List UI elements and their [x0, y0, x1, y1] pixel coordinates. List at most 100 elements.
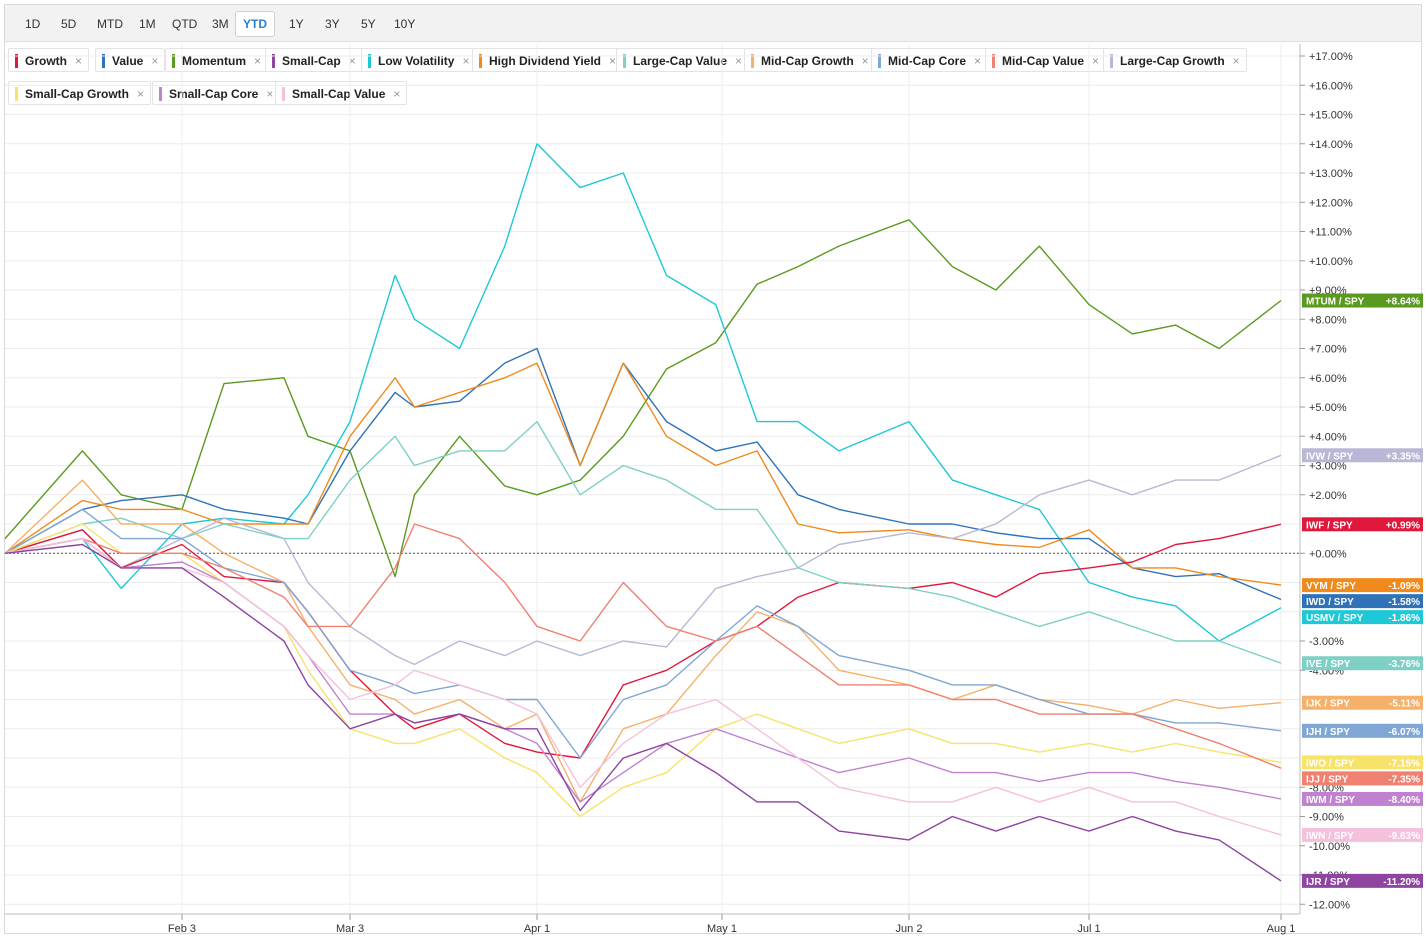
series-line-small-cap — [4, 543, 1282, 882]
legend-chip-small-cap[interactable]: Small-Cap × — [265, 48, 363, 72]
end-flag-high-dividend-yield — [1302, 578, 1423, 593]
end-flag-ticker: IWM / SPY — [1306, 795, 1355, 806]
range-button-ytd[interactable]: YTD — [235, 11, 275, 37]
y-tick-label: +7.00% — [1309, 344, 1347, 356]
end-flag-ticker: USMV / SPY — [1306, 613, 1364, 624]
end-flag-value: -11.20% — [1383, 877, 1420, 888]
legend-label: Large-Cap Growth — [1120, 54, 1225, 68]
remove-series-icon[interactable]: × — [254, 54, 262, 68]
x-tick-label: Aug 1 — [1267, 923, 1296, 935]
remove-series-icon[interactable]: × — [151, 54, 159, 68]
remove-series-icon[interactable]: × — [266, 87, 274, 101]
legend-chip-large-cap-growth[interactable]: Large-Cap Growth × — [1103, 48, 1247, 72]
legend-swatch — [992, 54, 995, 68]
legend-label: Mid-Cap Growth — [761, 54, 854, 68]
remove-series-icon[interactable]: × — [1232, 54, 1240, 68]
end-flag-ticker: IWN / SPY — [1306, 831, 1354, 842]
remove-series-icon[interactable]: × — [75, 54, 83, 68]
end-flag-mid-cap-core — [1302, 723, 1423, 738]
series-line-high-dividend-yield — [4, 362, 1282, 586]
remove-series-icon[interactable]: × — [348, 54, 356, 68]
x-tick-label: Mar 3 — [336, 923, 364, 935]
remove-series-icon[interactable]: × — [462, 54, 470, 68]
range-toolbar: 1D 5D MTD 1M QTD 3M YTD 1Y 3Y 5Y 10Y — [5, 5, 1421, 42]
y-tick-label: +2.00% — [1309, 490, 1347, 502]
end-flag-mid-cap-value — [1302, 771, 1423, 786]
end-flag-large-cap-growth — [1302, 448, 1423, 463]
legend-swatch — [159, 87, 162, 101]
range-button-5d[interactable]: 5D — [61, 17, 77, 31]
end-flag-value: -8.40% — [1388, 795, 1420, 806]
range-button-3y[interactable]: 3Y — [325, 17, 340, 31]
end-flag-value: -5.11% — [1389, 699, 1420, 710]
legend-label: Small-Cap — [282, 54, 341, 68]
y-tick-label: +8.00% — [1309, 314, 1347, 326]
remove-series-icon[interactable]: × — [137, 87, 145, 101]
y-tick-label: +15.00% — [1309, 110, 1353, 122]
range-button-1d[interactable]: 1D — [25, 17, 41, 31]
legend-chip-large-cap-value[interactable]: Large-Cap Value × — [616, 48, 750, 72]
end-flag-value: -9.63% — [1388, 831, 1420, 842]
range-button-qtd[interactable]: QTD — [172, 17, 198, 31]
legend-swatch — [172, 54, 175, 68]
legend-chip-low-volatility[interactable]: Low Volatility × — [361, 48, 477, 72]
end-flag-value — [1302, 594, 1423, 609]
end-flag-ticker: IJJ / SPY — [1306, 774, 1349, 785]
series-line-large-cap-growth — [4, 454, 1282, 666]
legend-chip-high-dividend-yield[interactable]: High Dividend Yield × — [472, 48, 624, 72]
range-button-1y[interactable]: 1Y — [289, 17, 304, 31]
end-flag-ticker: IJH / SPY — [1306, 727, 1350, 738]
legend-swatch — [15, 54, 18, 68]
y-tick-label: +13.00% — [1309, 168, 1353, 180]
end-flag-ticker: IJR / SPY — [1306, 877, 1350, 888]
end-flag-value: +3.35% — [1386, 451, 1420, 462]
legend-label: Mid-Cap Core — [888, 54, 966, 68]
legend-swatch — [479, 54, 482, 68]
series-line-mid-cap-core — [4, 508, 1282, 759]
end-flag-value: -1.09% — [1388, 581, 1420, 592]
end-flag-ticker: IWD / SPY — [1306, 597, 1354, 608]
end-flag-ticker: IVW / SPY — [1306, 451, 1354, 462]
end-flag-ticker: IWF / SPY — [1306, 520, 1353, 531]
legend-label: High Dividend Yield — [489, 54, 602, 68]
legend-swatch — [751, 54, 754, 68]
legend-swatch — [1110, 54, 1113, 68]
legend-chip-growth[interactable]: Growth × — [8, 48, 90, 72]
remove-series-icon[interactable]: × — [1092, 54, 1100, 68]
remove-series-icon[interactable]: × — [393, 87, 401, 101]
legend-chip-mid-cap-value[interactable]: Mid-Cap Value × — [985, 48, 1107, 72]
series-line-large-cap-value — [4, 420, 1282, 664]
end-flag-value: -3.76% — [1388, 659, 1420, 670]
remove-series-icon[interactable]: × — [609, 54, 617, 68]
end-flag-ticker: IJK / SPY — [1306, 699, 1350, 710]
legend-label: Large-Cap Value — [633, 54, 728, 68]
y-tick-label: +11.00% — [1309, 227, 1352, 239]
y-tick-label: -12.00% — [1309, 899, 1350, 911]
legend-chip-mid-cap-core[interactable]: Mid-Cap Core × — [871, 48, 989, 72]
range-button-mtd[interactable]: MTD — [97, 17, 123, 31]
y-tick-label: +0.00% — [1309, 548, 1347, 560]
end-flag-value: -6.07% — [1388, 727, 1420, 738]
legend-label: Growth — [25, 54, 67, 68]
x-tick-label: Jul 1 — [1077, 923, 1100, 935]
remove-series-icon[interactable]: × — [735, 54, 743, 68]
range-button-1m[interactable]: 1M — [139, 17, 156, 31]
range-button-5y[interactable]: 5Y — [361, 17, 376, 31]
y-tick-label: +3.00% — [1309, 461, 1347, 473]
end-flag-momentum — [1302, 293, 1423, 308]
remove-series-icon[interactable]: × — [861, 54, 869, 68]
end-flag-mid-cap-growth — [1302, 695, 1423, 710]
end-flag-small-cap-core — [1302, 791, 1423, 806]
end-flag-ticker: VYM / SPY — [1306, 581, 1356, 592]
series-line-value — [4, 347, 1282, 601]
y-tick-label: +16.00% — [1309, 80, 1353, 92]
y-tick-label: +14.00% — [1309, 139, 1353, 151]
range-button-10y[interactable]: 10Y — [394, 17, 416, 31]
range-button-3m[interactable]: 3M — [212, 17, 229, 31]
series-line-momentum — [4, 219, 1282, 578]
remove-series-icon[interactable]: × — [974, 54, 982, 68]
legend-chip-value[interactable]: Value × — [95, 48, 166, 72]
legend-chip-mid-cap-growth[interactable]: Mid-Cap Growth × — [744, 48, 876, 72]
y-tick-label: -9.00% — [1309, 812, 1344, 824]
